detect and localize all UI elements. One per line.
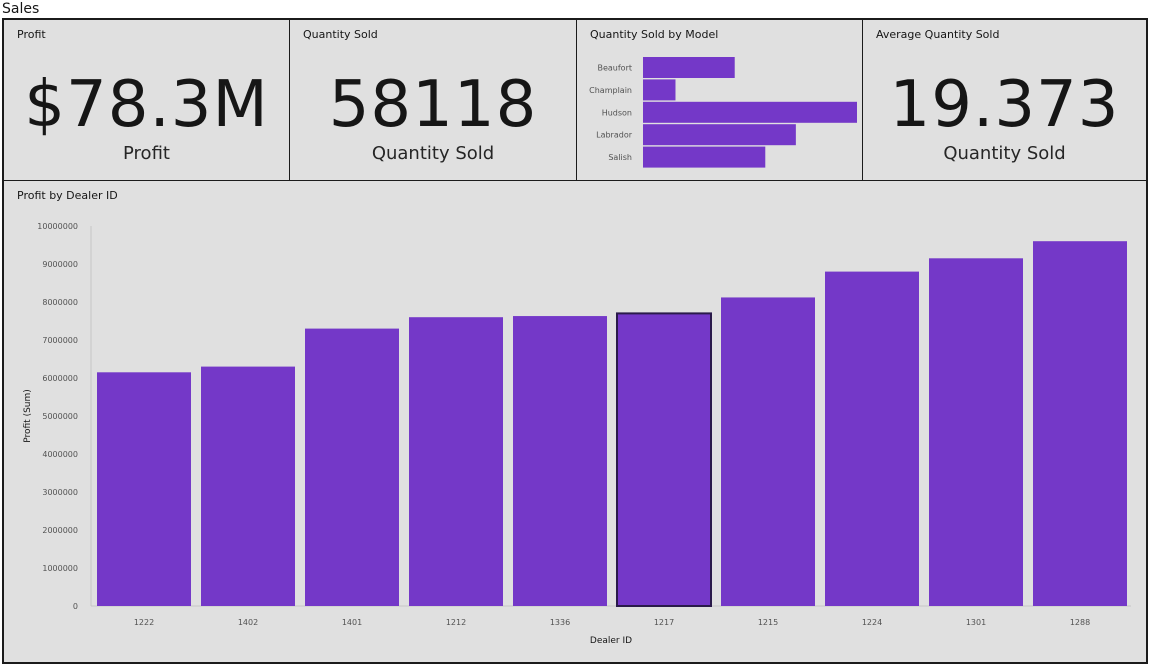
- page-title: Sales: [2, 1, 40, 17]
- model-bar[interactable]: [643, 79, 676, 101]
- x-tick-label: 1301: [966, 618, 986, 627]
- model-label: Champlain: [589, 86, 632, 95]
- dealer-bar[interactable]: [97, 372, 191, 606]
- x-tick-label: 1222: [134, 618, 154, 627]
- dealer-bar[interactable]: [409, 317, 503, 606]
- profit-tile-title: Profit: [17, 28, 46, 41]
- quantity-sold-value: 58118: [328, 68, 538, 142]
- avg-quantity-tile[interactable]: Average Quantity Sold 19.373 Quantity So…: [862, 19, 1147, 181]
- y-tick-label: 6000000: [42, 374, 78, 383]
- dealer-bar[interactable]: [201, 366, 295, 606]
- model-bar[interactable]: [643, 101, 857, 123]
- x-tick-label: 1336: [550, 618, 570, 627]
- dealer-bar[interactable]: [305, 328, 399, 606]
- model-label: Beaufort: [597, 64, 632, 73]
- y-tick-label: 7000000: [42, 336, 78, 345]
- x-tick-label: 1217: [654, 618, 674, 627]
- x-tick-label: 1224: [862, 618, 882, 627]
- y-tick-label: 8000000: [42, 298, 78, 307]
- avg-quantity-label: Quantity Sold: [943, 143, 1066, 164]
- y-tick-label: 1000000: [42, 564, 78, 573]
- y-tick-label: 0: [73, 602, 78, 611]
- dealer-bar[interactable]: [825, 271, 919, 606]
- quantity-sold-tile[interactable]: Quantity Sold 58118 Quantity Sold: [289, 19, 577, 181]
- y-tick-label: 5000000: [42, 412, 78, 421]
- x-tick-label: 1215: [758, 618, 778, 627]
- profit-tile[interactable]: Profit $78.3M Profit: [3, 19, 290, 181]
- avg-quantity-tile-title: Average Quantity Sold: [876, 28, 1000, 41]
- dashboard: Profit $78.3M Profit Quantity Sold 58118…: [2, 18, 1148, 664]
- x-tick-label: 1212: [446, 618, 466, 627]
- dealer-bar[interactable]: [513, 316, 607, 606]
- avg-quantity-value: 19.373: [889, 68, 1120, 142]
- model-label: Labrador: [596, 131, 633, 140]
- y-axis-title: Profit (Sum): [23, 389, 33, 443]
- model-bar[interactable]: [643, 124, 796, 146]
- y-tick-label: 3000000: [42, 488, 78, 497]
- y-tick-label: 9000000: [42, 260, 78, 269]
- quantity-by-model-chart[interactable]: Beaufort Champlain Hudson Labrador Salish: [577, 50, 863, 180]
- model-label: Salish: [608, 153, 632, 162]
- dealer-bar[interactable]: [721, 297, 815, 606]
- x-tick-label: 1402: [238, 618, 258, 627]
- quantity-by-model-tile-title: Quantity Sold by Model: [590, 28, 719, 41]
- profit-by-dealer-tile-title: Profit by Dealer ID: [17, 189, 118, 202]
- x-axis-title: Dealer ID: [590, 636, 632, 646]
- model-label: Hudson: [602, 108, 632, 117]
- quantity-sold-label: Quantity Sold: [371, 143, 495, 164]
- x-tick-label: 1288: [1070, 618, 1090, 627]
- quantity-sold-tile-title: Quantity Sold: [303, 28, 378, 41]
- x-tick-label: 1401: [342, 618, 362, 627]
- profit-label: Profit: [123, 143, 170, 164]
- dealer-bar[interactable]: [929, 258, 1023, 606]
- model-bar[interactable]: [643, 57, 735, 78]
- dealer-bar-selected[interactable]: [616, 312, 712, 607]
- dealer-bar[interactable]: [1033, 241, 1127, 606]
- y-tick-label: 10000000: [37, 222, 78, 231]
- y-tick-label: 4000000: [42, 450, 78, 459]
- profit-value: $78.3M: [24, 68, 269, 142]
- quantity-by-model-tile[interactable]: Quantity Sold by Model Beaufort Champlain…: [576, 19, 863, 181]
- profit-by-dealer-chart[interactable]: 0 1000000 2000000 3000000 4000000 5000000 6000…: [4, 181, 1146, 662]
- model-bar[interactable]: [643, 146, 766, 168]
- profit-by-dealer-tile[interactable]: Profit by Dealer ID 0 1000000 2000000 30000…: [3, 180, 1147, 663]
- y-tick-label: 2000000: [42, 526, 78, 535]
